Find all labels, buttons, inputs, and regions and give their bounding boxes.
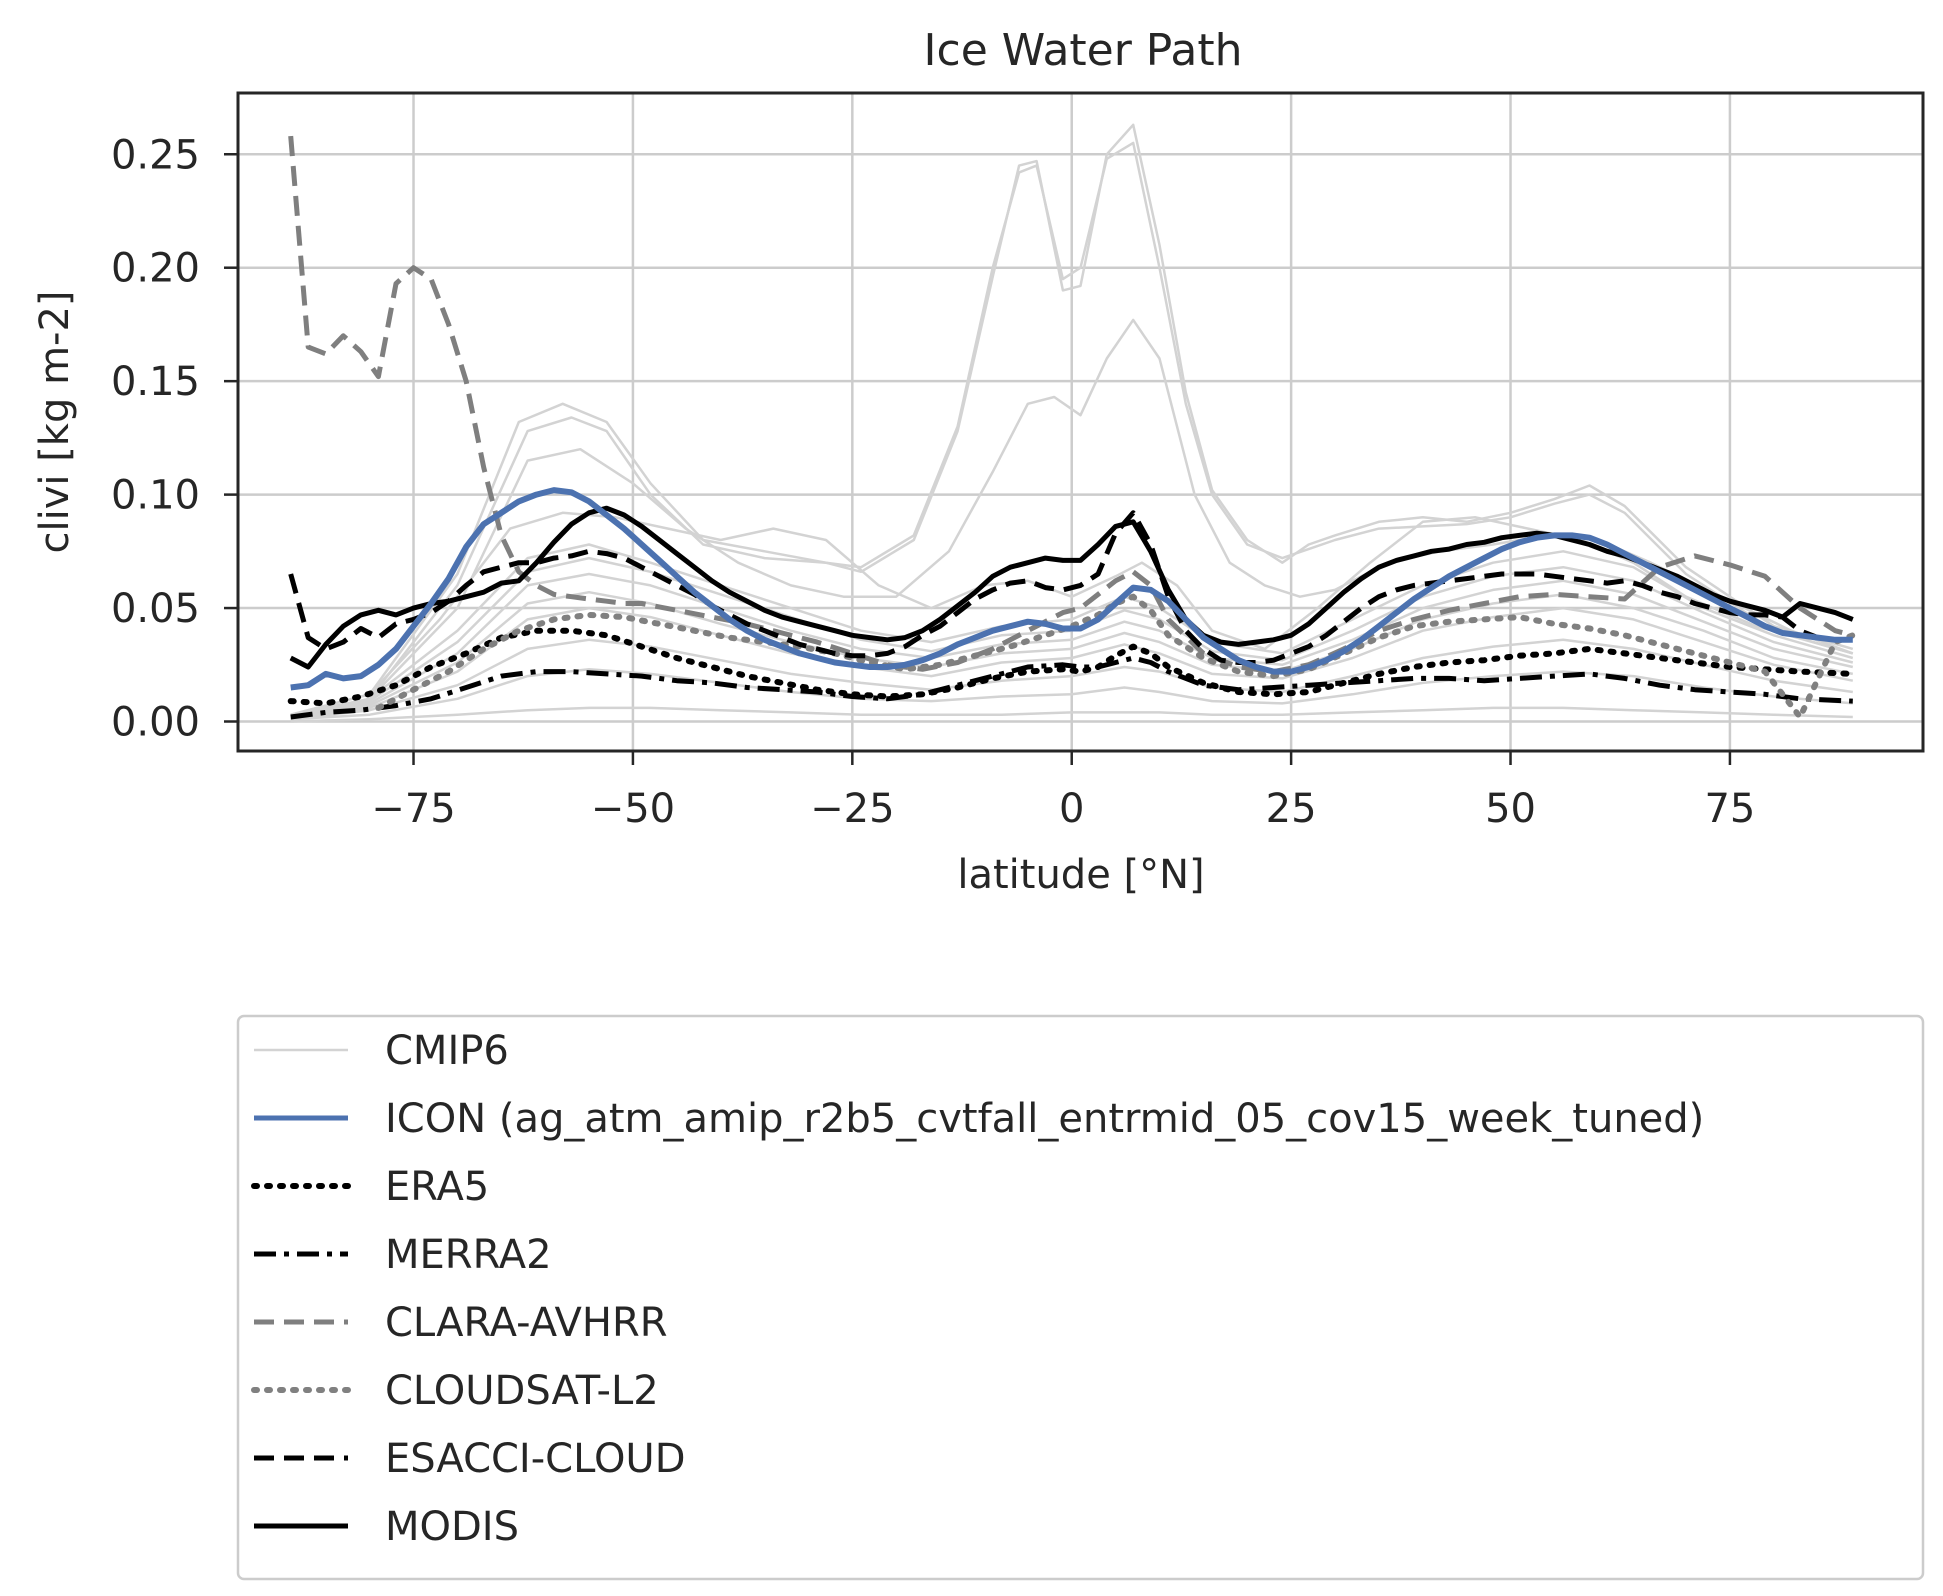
- y-tick-label: 0.00: [111, 700, 200, 746]
- x-tick-label: −25: [810, 786, 894, 832]
- x-tick-label: −75: [371, 786, 455, 832]
- legend-label-5: CLOUDSAT-L2: [385, 1368, 659, 1414]
- legend-label-0: CMIP6: [385, 1028, 509, 1074]
- legend-label-1: ICON (ag_atm_amip_r2b5_cvtfall_entrmid_0…: [385, 1096, 1704, 1142]
- y-tick-label: 0.25: [111, 132, 200, 178]
- grid-lines: [238, 93, 1923, 751]
- x-axis-ticks: −75 −50 −25 0 25 50 75: [371, 751, 1755, 832]
- series-line-era5: [287, 627, 1856, 707]
- legend-label-2: ERA5: [385, 1164, 489, 1210]
- legend-label-4: CLARA-AVHRR: [385, 1300, 668, 1346]
- chart-title: Ice Water Path: [924, 25, 1243, 76]
- legend-label-3: MERRA2: [385, 1232, 552, 1278]
- x-tick-label: −50: [591, 786, 675, 832]
- y-tick-label: 0.05: [111, 586, 200, 632]
- plot-frame: [236, 91, 1925, 753]
- x-tick-label: 75: [1704, 786, 1755, 832]
- cmip6-line-1: [290, 123, 1854, 716]
- x-tick-label: 0: [1059, 786, 1084, 832]
- legend-frame: [236, 1014, 1925, 1581]
- series-line-modis: [289, 505, 1854, 670]
- cmip6-line-9: [290, 706, 1853, 723]
- legend-entries: CMIP6 ICON (ag_atm_amip_r2b5_cvtfall_entr…: [251, 1028, 1704, 1550]
- series-lines: [287, 135, 1856, 720]
- legend: CMIP6 ICON (ag_atm_amip_r2b5_cvtfall_entr…: [236, 1014, 1925, 1581]
- y-tick-label: 0.10: [111, 473, 200, 519]
- y-tick-label: 0.20: [111, 246, 200, 292]
- y-axis-ticks: 0.00 0.05 0.10 0.15 0.20 0.25: [111, 132, 238, 746]
- x-tick-label: 50: [1485, 786, 1536, 832]
- cmip6-line-5: [290, 572, 1854, 719]
- x-axis-label: latitude [°N]: [957, 852, 1204, 898]
- y-axis-label: clivi [kg m-2]: [32, 290, 78, 553]
- cmip6-line-4: [290, 543, 1854, 719]
- legend-label-7: MODIS: [385, 1504, 519, 1550]
- y-tick-label: 0.15: [111, 359, 200, 405]
- series-line-icon-ag-atm-amip-r2b5-cvtfall-entrmid-05-cov15-week-tuned: [290, 487, 1853, 691]
- series-line-esacci-cloud: [288, 510, 1853, 665]
- legend-label-6: ESACCI-CLOUD: [385, 1436, 686, 1482]
- series-line-cloudsat-l2: [375, 593, 1856, 720]
- x-tick-label: 25: [1266, 786, 1317, 832]
- series-line-clara-avhrr: [288, 135, 1854, 675]
- cmip6-line-6: [290, 606, 1854, 721]
- cmip6-line-7: [290, 638, 1853, 721]
